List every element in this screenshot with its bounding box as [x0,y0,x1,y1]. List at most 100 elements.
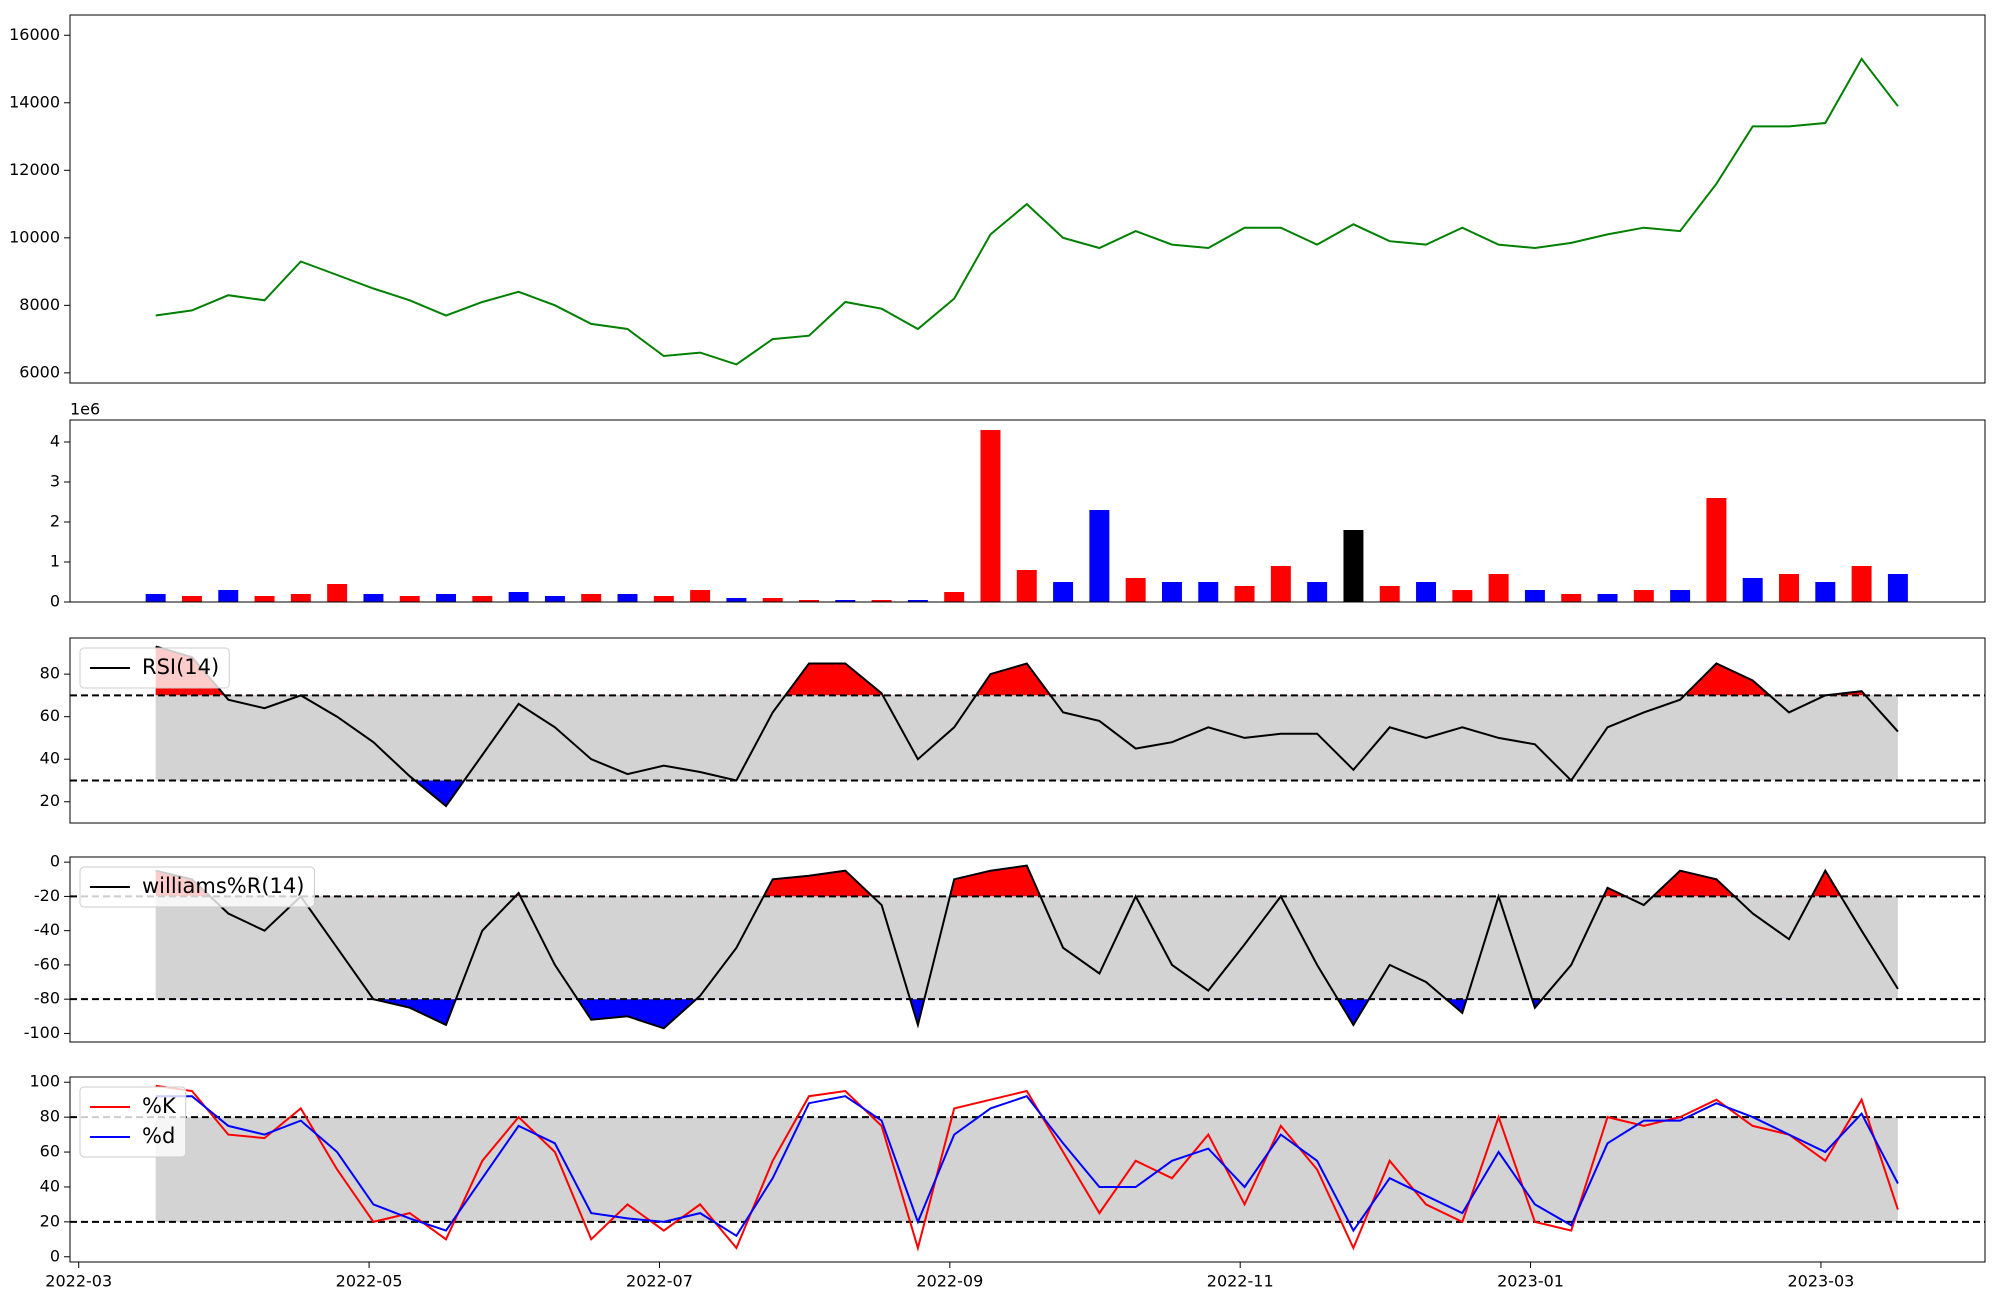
y-tick-label: 6000 [19,362,60,381]
y-tick-label: 12000 [9,160,60,179]
volume-bar [1089,510,1110,602]
y-tick-label: -80 [34,989,60,1008]
volume-bar [1053,582,1074,602]
y-tick-label: -60 [34,954,60,973]
y-tick-label: 10000 [9,227,60,246]
x-tick-label: 2022-09 [916,1272,983,1291]
volume-bar [363,594,384,602]
volume-bar [907,600,928,602]
legend-label: RSI(14) [142,655,219,679]
y-tick-label: 20 [40,791,60,810]
axes-frame [69,637,1986,824]
x-tick-label: 2023-01 [1497,1272,1564,1291]
volume-bar [1670,590,1691,602]
volume-bar [218,590,239,602]
y-tick-label: 0 [50,592,60,611]
y-tick-label: 0 [50,1246,60,1265]
plot-area [70,1084,1985,1252]
y-tick-label: 16000 [9,25,60,44]
volume-bar [399,596,420,602]
volume-bar [653,596,674,602]
volume-bar [1815,582,1836,602]
x-tick-label: 2022-07 [626,1272,693,1291]
neutral-band [155,896,1898,1000]
volume-bar [290,594,311,602]
y-tick-label: 0 [50,852,60,871]
y-tick-label: -100 [24,1023,60,1042]
volume-bar [181,596,202,602]
neutral-band [155,695,1898,781]
legend-box [79,1086,187,1158]
y-tick-label: 14000 [9,92,60,111]
volume-bar [436,594,457,602]
oversold-area [155,999,1898,1029]
x-tick-label: 2022-11 [1207,1272,1274,1291]
axes-frame [69,419,1986,603]
y-tick-label: 80 [40,1107,60,1126]
volume-bar [1307,582,1328,602]
y-tick-label: 60 [40,1142,60,1161]
volume-bar [1452,590,1473,602]
neutral-band [155,1117,1898,1222]
volume-bar [1633,590,1654,602]
volume-bar [1887,574,1908,602]
axes-frame [69,1076,1986,1263]
volume-bar [617,594,638,602]
volume-bar [1561,594,1582,602]
volume-bar [762,598,783,602]
volume-bar [254,596,275,602]
x-tick-label: 2023-03 [1788,1272,1855,1291]
volume-bar [1706,498,1727,602]
y-tick-label: 80 [40,664,60,683]
volume-bar [1851,566,1872,602]
volume-bar [690,590,711,602]
y-tick-label: 8000 [19,295,60,314]
volume-bar [1416,582,1437,602]
volume-bar [1379,586,1400,602]
overbought-area [155,865,1898,897]
volume-bar [1779,574,1799,602]
y-tick-label: 40 [40,1176,60,1195]
volume-bar [799,600,819,602]
volume-bar [145,594,166,602]
price-line [155,57,1899,366]
y-tick-label: -40 [34,920,60,939]
indicator-line [155,645,1899,808]
volume-bar [980,430,1001,602]
axes-frame [69,856,1986,1043]
volume-bar [1597,594,1618,602]
indicator-line [155,1095,1899,1238]
volume-bar [1524,590,1545,602]
y-tick-label: -20 [34,886,60,905]
panel: 0 1 2 3 4 1e6 [50,400,1986,611]
volume-bar [472,596,493,602]
volume-bar [544,596,565,602]
offset-label: 1e6 [70,400,100,419]
volume-bar [1343,530,1364,602]
panel: -100 -80 -60 -40 -20 0 williams%R(14) [24,852,1986,1043]
panel: 0 20 40 60 80 100 2022-03 2022-05 2022-07 2022-09… [29,1072,1986,1291]
y-tick-label: 40 [40,749,60,768]
volume-bar [835,600,856,602]
volume-bar [1016,570,1037,602]
overbought-area [155,646,1866,696]
volume-bar [1742,578,1763,602]
indicator-line [155,864,1899,1030]
axes-frame [69,14,1986,384]
panel: 6000 8000 10000 12000 14000 16000 [9,14,1986,384]
legend-label: %K [142,1094,177,1118]
volume-bar [726,598,747,602]
volume-bar [1270,566,1291,602]
x-tick-label: 2022-05 [336,1272,403,1291]
legend-label: %d [142,1124,175,1148]
volume-bar [581,594,602,602]
volume-bar [871,600,892,602]
legend-box [79,866,315,908]
y-tick-label: 20 [40,1211,60,1230]
y-tick-label: 4 [50,432,60,451]
plot-area [70,645,1985,808]
y-tick-label: 3 [50,472,60,491]
plot-area [70,864,1985,1030]
y-tick-label: 2 [50,512,60,531]
x-tick-label: 2022-03 [45,1272,112,1291]
